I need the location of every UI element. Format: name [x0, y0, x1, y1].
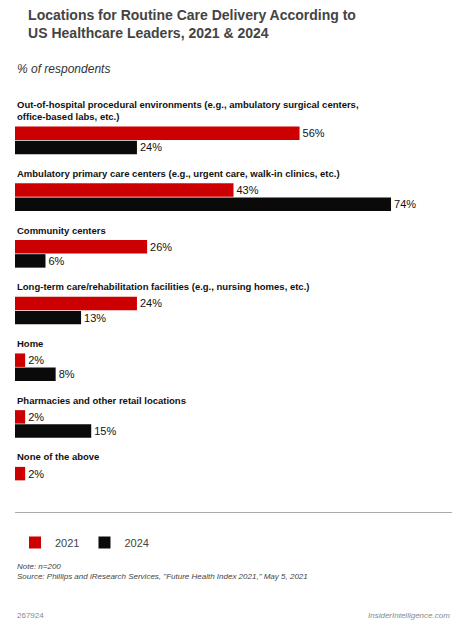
svg-text:Community centers: Community centers [17, 225, 106, 236]
svg-text:24%: 24% [140, 141, 162, 153]
svg-text:267924: 267924 [17, 611, 44, 620]
svg-text:Pharmacies and other retail lo: Pharmacies and other retail locations [17, 395, 186, 406]
svg-text:2%: 2% [28, 468, 44, 480]
svg-text:% of respondents: % of respondents [17, 62, 110, 76]
svg-text:Ambulatory primary care center: Ambulatory primary care centers (e.g., u… [17, 168, 340, 179]
svg-text:56%: 56% [303, 127, 325, 139]
svg-text:Home: Home [17, 338, 43, 349]
svg-text:2%: 2% [28, 411, 44, 423]
svg-text:74%: 74% [394, 198, 416, 210]
svg-text:26%: 26% [150, 241, 172, 253]
svg-text:2024: 2024 [124, 537, 148, 549]
svg-text:24%: 24% [140, 297, 162, 309]
svg-text:2%: 2% [28, 354, 44, 366]
svg-text:43%: 43% [237, 184, 259, 196]
svg-text:InsiderIntelligence.com: InsiderIntelligence.com [368, 611, 450, 620]
svg-text:13%: 13% [84, 312, 106, 324]
svg-text:Out-of-hospital procedural env: Out-of-hospital procedural environments … [17, 99, 359, 122]
svg-text:Locations for Routine Care Del: Locations for Routine Care Delivery Acco… [28, 7, 356, 41]
svg-text:None of the above: None of the above [17, 451, 99, 462]
svg-text:15%: 15% [94, 425, 116, 437]
svg-text:6%: 6% [48, 255, 64, 267]
svg-text:2021: 2021 [55, 537, 79, 549]
svg-text:Note: n=200Source: Phillips an: Note: n=200Source: Phillips and iResearc… [17, 562, 308, 581]
svg-text:Long-term care/rehabilitation: Long-term care/rehabilitation facilities… [17, 281, 309, 292]
svg-text:8%: 8% [59, 368, 75, 380]
